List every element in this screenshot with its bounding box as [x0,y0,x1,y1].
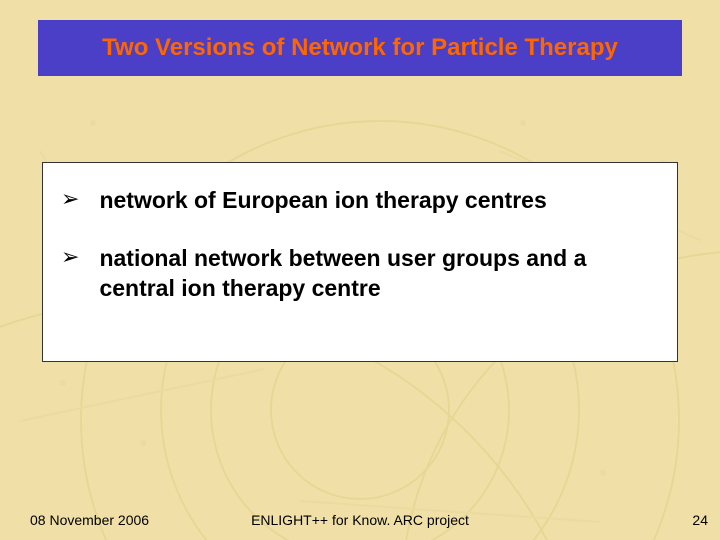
footer: 08 November 2006 ENLIGHT++ for Know. ARC… [0,512,720,528]
bullet-arrow-icon: ➢ [61,185,79,213]
title-bar: Two Versions of Network for Particle The… [38,20,682,76]
bullet-text: national network between user groups and… [99,243,659,303]
footer-project: ENLIGHT++ for Know. ARC project [251,512,469,528]
footer-date: 08 November 2006 [30,512,149,528]
footer-page-number: 24 [692,512,708,528]
content-box: ➢ network of European ion therapy centre… [42,162,678,362]
bullet-text: network of European ion therapy centres [99,185,546,215]
bullet-item: ➢ network of European ion therapy centre… [61,185,659,215]
bullet-arrow-icon: ➢ [61,243,79,271]
bullet-item: ➢ national network between user groups a… [61,243,659,303]
slide-title: Two Versions of Network for Particle The… [102,34,618,62]
